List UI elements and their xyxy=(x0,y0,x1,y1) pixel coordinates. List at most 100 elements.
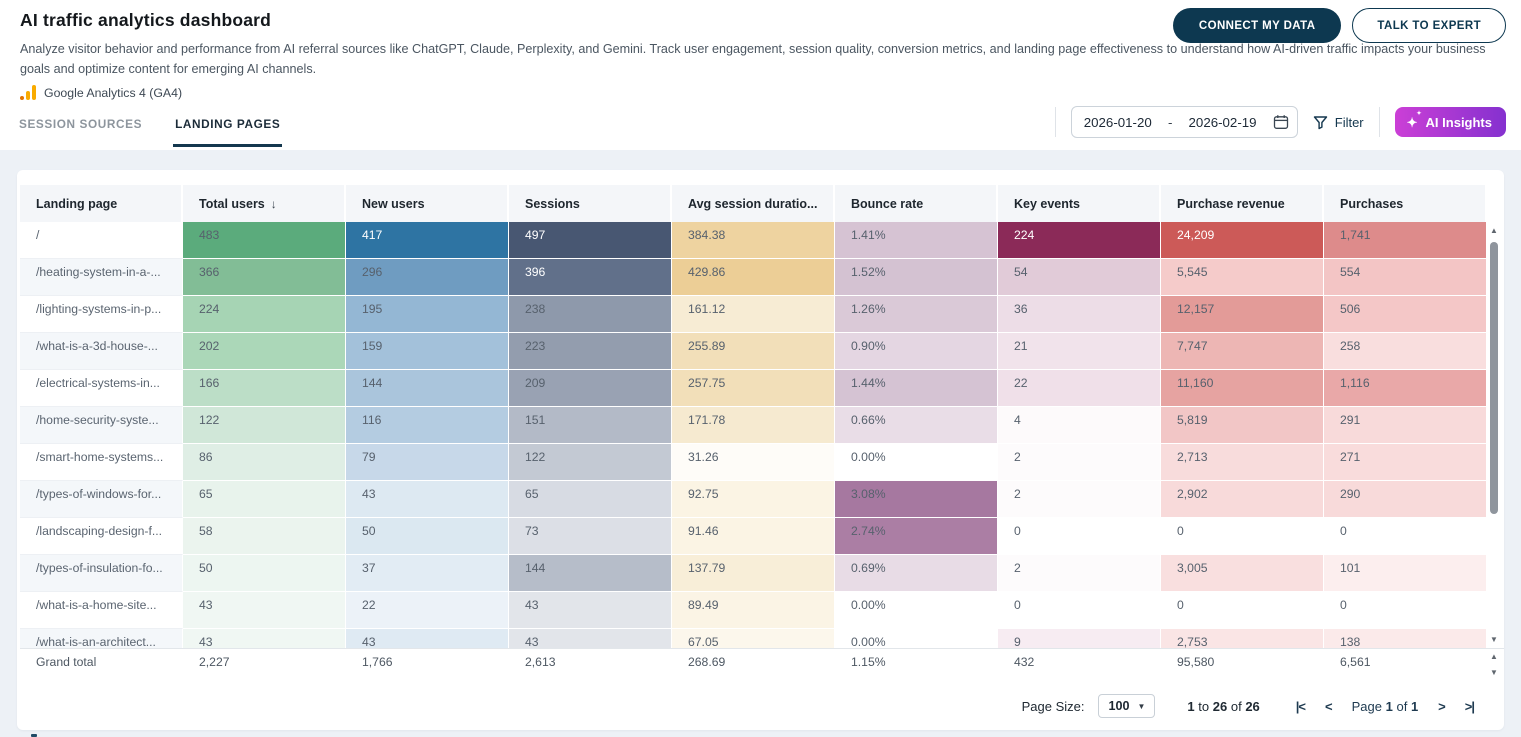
date-range-picker[interactable]: 2026-01-20 - 2026-02-19 xyxy=(1070,106,1298,138)
metric-cell-bounce_rate: 0.90% xyxy=(835,333,998,370)
landing-page-cell[interactable]: /what-is-an-architect... xyxy=(20,629,183,648)
sort-desc-icon[interactable]: ↓ xyxy=(270,196,277,211)
scrollbar-thumb[interactable] xyxy=(1490,242,1498,514)
table-row: /types-of-insulation-fo... 50 37 144 137.79 0… xyxy=(20,555,1504,592)
metric-cell-total_users: 86 xyxy=(183,444,346,481)
metric-cell-bounce_rate: 2.74% xyxy=(835,518,998,555)
vertical-scrollbar[interactable]: ▲ ▼ xyxy=(1487,222,1501,648)
table-row: /types-of-windows-for... 65 43 65 92.75 3.08%… xyxy=(20,481,1504,518)
column-header-purchases[interactable]: Purchases xyxy=(1324,185,1487,222)
landing-page-cell[interactable]: /types-of-windows-for... xyxy=(20,481,183,518)
pinned-row-scrollbar[interactable]: ▲ ▼ xyxy=(1487,650,1501,684)
table-header-row: Landing page Total users ↓ New users Session… xyxy=(20,185,1504,222)
metric-cell-key_events: 2 xyxy=(998,555,1161,592)
table-row: /483 417 497 384.38 1.41% 224 24,209 1,741 xyxy=(20,222,1504,259)
metric-cell-total_users: 483 xyxy=(183,222,346,259)
grand-total-avg_session_duration: 268.69 xyxy=(672,655,835,669)
landing-page-cell[interactable]: /what-is-a-3d-house-... xyxy=(20,333,183,370)
metric-cell-purchase_revenue: 5,545 xyxy=(1161,259,1324,296)
metric-cell-total_users: 366 xyxy=(183,259,346,296)
metric-cell-total_users: 202 xyxy=(183,333,346,370)
metric-cell-avg_session_duration: 92.75 xyxy=(672,481,835,518)
landing-page-cell[interactable]: /electrical-systems-in... xyxy=(20,370,183,407)
column-header-new_users[interactable]: New users xyxy=(346,185,509,222)
metric-cell-total_users: 122 xyxy=(183,407,346,444)
tab-session-sources[interactable]: SESSION SOURCES xyxy=(19,117,143,131)
metric-cell-new_users: 417 xyxy=(346,222,509,259)
connect-my-data-button[interactable]: CONNECT MY DATA xyxy=(1172,8,1342,43)
grand-total-row: Grand total 2,227 1,766 2,613 268.69 1.15% 432… xyxy=(20,648,1504,675)
metric-cell-sessions: 209 xyxy=(509,370,672,407)
column-header-sessions[interactable]: Sessions xyxy=(509,185,672,222)
metric-cell-avg_session_duration: 91.46 xyxy=(672,518,835,555)
column-header-total_users[interactable]: Total users ↓ xyxy=(183,185,346,222)
pagination-bar: Page Size: 100 ▼ 1 to 26 of 26 |< < Page… xyxy=(1022,694,1475,718)
metric-cell-key_events: 0 xyxy=(998,518,1161,555)
metric-cell-sessions: 238 xyxy=(509,296,672,333)
metric-cell-new_users: 50 xyxy=(346,518,509,555)
chevron-down-icon: ▼ xyxy=(1137,701,1146,711)
page-size-select[interactable]: 100 ▼ xyxy=(1098,694,1156,718)
metric-cell-bounce_rate: 0.00% xyxy=(835,592,998,629)
metric-cell-sessions: 223 xyxy=(509,333,672,370)
metric-cell-sessions: 73 xyxy=(509,518,672,555)
table-row: /lighting-systems-in-p... 224 195 238 161.12… xyxy=(20,296,1504,333)
tab-landing-pages[interactable]: LANDING PAGES xyxy=(173,113,283,147)
metric-cell-purchases: 0 xyxy=(1324,592,1487,629)
scroll-up-icon[interactable]: ▲ xyxy=(1490,652,1498,661)
column-header-landing_page[interactable]: Landing page xyxy=(20,185,183,222)
metric-cell-new_users: 37 xyxy=(346,555,509,592)
metric-cell-purchases: 138 xyxy=(1324,629,1487,648)
metric-cell-total_users: 166 xyxy=(183,370,346,407)
talk-to-expert-button[interactable]: TALK TO EXPERT xyxy=(1352,8,1506,43)
landing-page-cell[interactable]: /home-security-syste... xyxy=(20,407,183,444)
metric-cell-key_events: 224 xyxy=(998,222,1161,259)
metric-cell-new_users: 43 xyxy=(346,481,509,518)
landing-page-cell[interactable]: /what-is-a-home-site... xyxy=(20,592,183,629)
landing-page-cell[interactable]: /smart-home-systems... xyxy=(20,444,183,481)
landing-page-cell[interactable]: /lighting-systems-in-p... xyxy=(20,296,183,333)
metric-cell-new_users: 43 xyxy=(346,629,509,648)
metric-cell-purchase_revenue: 0 xyxy=(1161,518,1324,555)
scroll-up-icon[interactable]: ▲ xyxy=(1490,226,1498,235)
scroll-down-icon[interactable]: ▼ xyxy=(1490,668,1498,677)
calendar-icon[interactable] xyxy=(1273,114,1289,130)
column-header-avg_session_duration[interactable]: Avg session duratio... xyxy=(672,185,835,222)
metric-cell-bounce_rate: 1.44% xyxy=(835,370,998,407)
metric-cell-purchase_revenue: 2,902 xyxy=(1161,481,1324,518)
grand-total-purchases: 6,561 xyxy=(1324,655,1487,669)
ai-insights-button[interactable]: ✦ ✦ AI Insights xyxy=(1394,107,1506,137)
row-range-text: 1 to 26 of 26 xyxy=(1187,698,1260,714)
column-header-bounce_rate[interactable]: Bounce rate xyxy=(835,185,998,222)
column-header-purchase_revenue[interactable]: Purchase revenue xyxy=(1161,185,1324,222)
metric-cell-total_users: 50 xyxy=(183,555,346,592)
last-page-button[interactable]: >| xyxy=(1464,698,1475,714)
metric-cell-key_events: 2 xyxy=(998,444,1161,481)
page-title: AI traffic analytics dashboard xyxy=(20,10,272,30)
metric-cell-purchase_revenue: 0 xyxy=(1161,592,1324,629)
prev-page-button[interactable]: < xyxy=(1325,698,1333,714)
landing-page-cell[interactable]: /types-of-insulation-fo... xyxy=(20,555,183,592)
metric-cell-key_events: 2 xyxy=(998,481,1161,518)
metric-cell-purchases: 258 xyxy=(1324,333,1487,370)
metric-cell-new_users: 296 xyxy=(346,259,509,296)
metric-cell-total_users: 65 xyxy=(183,481,346,518)
filter-label: Filter xyxy=(1334,114,1364,130)
table-row: /what-is-a-home-site... 43 22 43 89.49 0.00% 0… xyxy=(20,592,1504,629)
metric-cell-purchase_revenue: 2,713 xyxy=(1161,444,1324,481)
landing-page-cell[interactable]: /heating-system-in-a-... xyxy=(20,259,183,296)
metric-cell-avg_session_duration: 257.75 xyxy=(672,370,835,407)
landing-page-cell[interactable]: / xyxy=(20,222,183,259)
first-page-button[interactable]: |< xyxy=(1295,698,1306,714)
top-header: AI traffic analytics dashboard CONNECT M… xyxy=(0,0,1521,150)
metric-cell-key_events: 21 xyxy=(998,333,1161,370)
landing-page-cell[interactable]: /landscaping-design-f... xyxy=(20,518,183,555)
next-page-button[interactable]: > xyxy=(1438,698,1446,714)
scroll-down-icon[interactable]: ▼ xyxy=(1490,635,1498,644)
column-header-key_events[interactable]: Key events xyxy=(998,185,1161,222)
metric-cell-total_users: 43 xyxy=(183,592,346,629)
grand-total-purchase_revenue: 95,580 xyxy=(1161,655,1324,669)
filter-button[interactable]: Filter xyxy=(1313,115,1364,130)
metric-cell-total_users: 43 xyxy=(183,629,346,648)
page-description: Analyze visitor behavior and performance… xyxy=(20,42,1486,77)
